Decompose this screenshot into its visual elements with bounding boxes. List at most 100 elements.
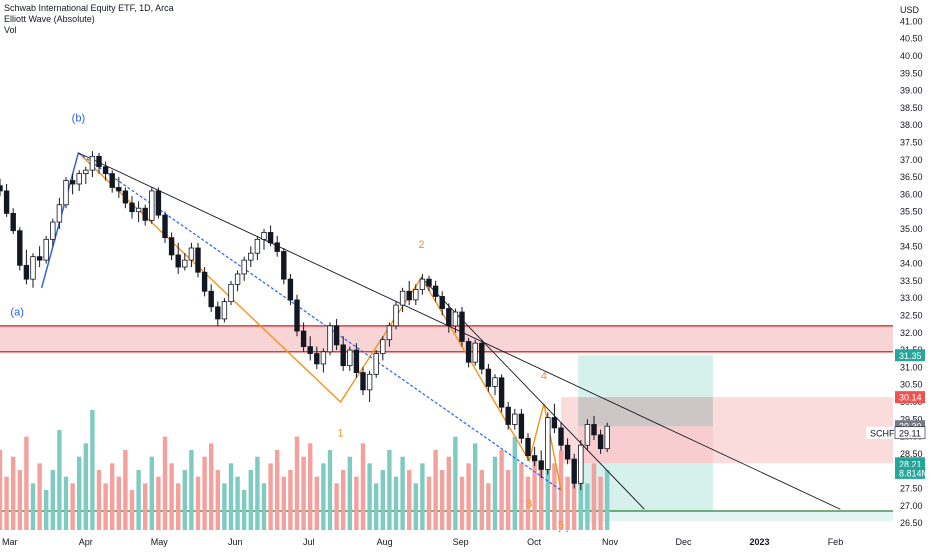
candle-body (558, 427, 564, 446)
y-tick-label: 39.50 (900, 68, 923, 78)
candle-body (492, 377, 498, 387)
y-tick-label: 34.50 (900, 241, 923, 251)
candle (30, 253, 36, 288)
candle-body (518, 413, 525, 439)
volume-bar (380, 470, 385, 530)
volume-bar (110, 463, 115, 530)
candle-body (340, 344, 346, 367)
wave-label: 5 (558, 519, 564, 531)
candle-body (135, 207, 142, 213)
candle-body (333, 325, 340, 346)
volume-bar (90, 410, 95, 530)
candle (472, 339, 478, 366)
candle-body (373, 353, 379, 375)
candle-body (215, 306, 221, 320)
candle-body (281, 251, 287, 280)
volume-bar (347, 456, 352, 530)
price-tag-label: 29.11 (899, 428, 921, 438)
candle (558, 422, 564, 451)
volume-bar (116, 476, 121, 530)
candle (195, 242, 201, 278)
volume-bar (440, 470, 445, 530)
y-tick-label: 27.50 (900, 483, 923, 493)
volume-bar (222, 483, 227, 530)
candle (221, 298, 228, 323)
volume-bar (242, 490, 247, 530)
candle (116, 177, 122, 198)
candle (333, 318, 340, 351)
candle (76, 170, 82, 191)
candle-body (69, 180, 76, 185)
volume-bar (585, 483, 590, 530)
y-tick-label: 29.50 (900, 414, 923, 424)
candle-body (248, 252, 254, 261)
symbol-tag (866, 426, 893, 439)
volume-bar (400, 456, 405, 530)
candle (254, 235, 261, 261)
candle (578, 440, 584, 491)
candle-body (446, 308, 452, 327)
candle-body (10, 213, 16, 232)
candle-body (498, 377, 505, 408)
candle (439, 291, 445, 316)
candle (248, 246, 254, 268)
candle (413, 284, 419, 306)
volume-bar (77, 456, 82, 530)
volume-bar (341, 470, 346, 530)
candle (96, 152, 102, 174)
volume-bar (466, 463, 471, 530)
candle-body (485, 368, 492, 387)
candle-body (63, 180, 69, 206)
y-tick-label: 37.50 (900, 137, 923, 147)
x-tick-label: Jun (228, 537, 243, 547)
candle (162, 211, 168, 243)
volume-bar (248, 470, 253, 530)
candle (17, 227, 23, 271)
candle-body (109, 173, 115, 188)
candle-body (604, 425, 610, 450)
y-tick-label: 36.00 (900, 189, 923, 199)
volume-bar (591, 463, 597, 530)
candle (380, 336, 386, 361)
volume-bar (393, 476, 399, 530)
candle (69, 173, 76, 195)
y-tick-label: 26.50 (900, 518, 923, 528)
y-tick-label: 39.00 (900, 86, 923, 96)
candle-body (479, 342, 485, 370)
volume-bar (327, 450, 333, 530)
candle (142, 204, 148, 226)
volume-bar (235, 476, 240, 530)
candle-body (545, 417, 551, 470)
candle-body (241, 259, 247, 275)
time-axis: Mar Apr May Jun Jul Aug Sep Oct Nov Dec 2023 Feb (0, 532, 932, 550)
volume-bar (70, 483, 75, 530)
candle (314, 346, 320, 370)
volume-bar (281, 476, 286, 530)
candle-body (314, 353, 320, 365)
volume-bar (473, 443, 478, 530)
volume-bar (169, 463, 174, 530)
candle (307, 336, 313, 361)
volume-bar (308, 443, 313, 530)
candle-body (452, 311, 459, 327)
trend-line (421, 277, 645, 510)
candle-body (0, 185, 3, 192)
volume-bar (96, 470, 102, 530)
candle-body (505, 406, 511, 425)
volume-bar (136, 470, 141, 530)
volume-bar (195, 476, 201, 530)
x-tick-label: Sep (453, 537, 469, 547)
volume-bar (545, 443, 550, 530)
volume-bar (30, 483, 36, 530)
volume-bar (552, 463, 557, 530)
x-tick-label: May (151, 537, 169, 547)
candle (340, 336, 346, 371)
volume-bar (261, 483, 267, 530)
candle (446, 303, 452, 333)
candle-body (201, 271, 208, 292)
candle-body (439, 296, 445, 309)
volume-bar (215, 470, 220, 530)
entry-zone (578, 397, 713, 427)
